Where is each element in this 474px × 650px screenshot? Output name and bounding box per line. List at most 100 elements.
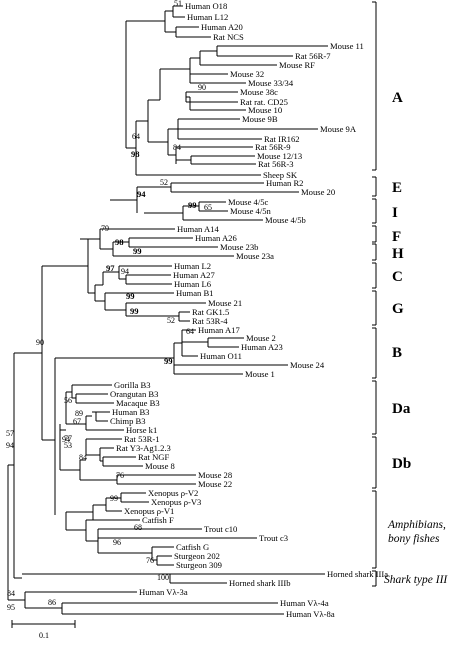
- taxon-label: Mouse 9A: [320, 124, 357, 134]
- taxon-label: Rat NGF: [138, 452, 169, 462]
- bootstrap-value: 96: [113, 538, 121, 547]
- taxon-label: Chimp B3: [110, 416, 146, 426]
- taxon-label: Rat 53R-1: [124, 434, 160, 444]
- taxon-label: Orangutan B3: [110, 389, 158, 399]
- taxon-label: Human R2: [266, 178, 303, 188]
- taxon-label: Human L2: [174, 261, 211, 271]
- bootstrap-value: 76: [146, 556, 154, 565]
- taxon-label: Mouse 1: [245, 369, 275, 379]
- taxon-label: Horned shark IIIb: [229, 578, 291, 588]
- bootstrap-value: 99: [126, 291, 135, 301]
- bootstrap-value: 99: [110, 494, 118, 503]
- bootstrap-value: 94: [6, 441, 14, 450]
- taxon-label: Mouse 2: [246, 333, 276, 343]
- group-label-bony-fishes: bony fishes: [388, 533, 440, 545]
- taxon-label: Macaque B3: [116, 398, 160, 408]
- bootstrap-value: 65: [204, 203, 212, 212]
- taxon-label: Human L12: [187, 12, 228, 22]
- group-label-E: E: [392, 180, 402, 196]
- taxon-label: Mouse 32: [230, 69, 264, 79]
- taxon-label: Human A26: [195, 233, 237, 243]
- bootstrap-value: 94: [62, 435, 70, 444]
- bootstrap-value: 79: [101, 224, 109, 233]
- bootstrap-value: 99: [164, 356, 173, 366]
- taxon-label: Mouse 22: [198, 479, 232, 489]
- taxon-label: Human A14: [177, 224, 219, 234]
- taxon-label: Mouse 9B: [242, 114, 278, 124]
- taxon-label: Gorilla B3: [114, 380, 151, 390]
- bootstrap-value: 90: [198, 83, 206, 92]
- taxon-label: Human A20: [201, 22, 243, 32]
- taxon-label: Rat 56R-3: [258, 159, 294, 169]
- taxon-label: Human B3: [112, 407, 149, 417]
- taxon-label: Human O18: [185, 1, 227, 11]
- bootstrap-value: 52: [167, 316, 175, 325]
- bootstrap-value: 99: [133, 246, 142, 256]
- bootstrap-value: 97: [106, 263, 115, 273]
- group-label-amphibians: Amphibians,: [387, 519, 446, 531]
- group-label-A: A: [392, 90, 403, 106]
- bootstrap-value: 77: [64, 434, 72, 443]
- bootstrap-value: 94: [121, 267, 129, 276]
- bootstrap-value: 76: [116, 471, 124, 480]
- taxon-label: Human L6: [174, 279, 212, 289]
- taxon-label: Rat 53R-4: [192, 316, 228, 326]
- taxon-label: Mouse 24: [290, 360, 325, 370]
- bootstrap-value: 67: [73, 417, 81, 426]
- bootstrap-value: 89: [75, 409, 83, 418]
- bootstrap-value: 57: [6, 429, 14, 438]
- taxon-label: Xenopus ρ-V3: [151, 497, 201, 507]
- taxon-label: Human B1: [176, 288, 213, 298]
- group-label-Db: Db: [392, 456, 411, 472]
- taxon-label: Rat NCS: [213, 32, 244, 42]
- taxon-label: Catfish F: [142, 515, 174, 525]
- taxon-label: Sheep SK: [263, 170, 298, 180]
- taxon-label: Human O11: [200, 351, 242, 361]
- bootstrap-value: 86: [48, 598, 56, 607]
- taxon-label: Mouse 23b: [220, 242, 258, 252]
- taxon-label: Mouse 28: [198, 470, 232, 480]
- taxon-label: Human Vλ-3a: [139, 587, 188, 597]
- taxon-label: Rat GK1.5: [192, 307, 229, 317]
- bootstrap-value: 100: [157, 573, 169, 582]
- bootstrap-value: 99: [188, 200, 197, 210]
- taxon-label: Mouse 11: [330, 41, 364, 51]
- group-label-B: B: [392, 345, 402, 361]
- bootstrap-value: 84: [173, 143, 181, 152]
- taxon-label: Horned shark IIIa: [327, 569, 388, 579]
- taxon-label: Mouse 12/13: [257, 151, 302, 161]
- bootstrap-value: 51: [174, 0, 182, 8]
- bootstrap-value: 90: [36, 338, 44, 347]
- taxon-label: Catfish G: [176, 542, 209, 552]
- group-label-C: C: [392, 269, 403, 285]
- taxon-label: Xenopus ρ-V2: [148, 488, 198, 498]
- taxon-label: Horse k1: [126, 425, 157, 435]
- group-label-H: H: [392, 246, 404, 262]
- taxon-label: Rat rat. CD25: [240, 97, 288, 107]
- bootstrap-value: 98: [115, 237, 124, 247]
- taxon-label: Mouse 4/5c: [228, 197, 269, 207]
- group-label-shark: Shark type III: [384, 574, 448, 586]
- taxon-label: Mouse 23a: [236, 251, 274, 261]
- taxon-label: Sturgeon 202: [174, 551, 220, 561]
- bootstrap-value: 98: [131, 149, 140, 159]
- bootstrap-value: 94: [137, 189, 146, 199]
- scale-bar-label: 0.1: [39, 631, 49, 640]
- taxon-label: Sturgeon 309: [176, 560, 222, 570]
- group-label-I: I: [392, 205, 398, 221]
- taxon-label: Trout c10: [204, 524, 237, 534]
- taxon-label: Mouse 38c: [240, 87, 278, 97]
- taxon-label: Human Vλ-4a: [280, 598, 329, 608]
- taxon-label: Xenopus ρ-V1: [124, 506, 174, 516]
- group-label-G: G: [392, 301, 404, 317]
- taxon-label: Mouse 21: [208, 298, 242, 308]
- taxon-label: Mouse 4/5b: [265, 215, 306, 225]
- taxon-label: Mouse RF: [279, 60, 315, 70]
- bootstrap-value: 84: [79, 453, 87, 462]
- taxon-label: Human A27: [173, 270, 215, 280]
- taxon-label: Mouse 33/34: [248, 78, 294, 88]
- taxon-label: Human A17: [198, 325, 240, 335]
- bootstrap-value: 95: [7, 603, 15, 612]
- bootstrap-value: 68: [134, 523, 142, 532]
